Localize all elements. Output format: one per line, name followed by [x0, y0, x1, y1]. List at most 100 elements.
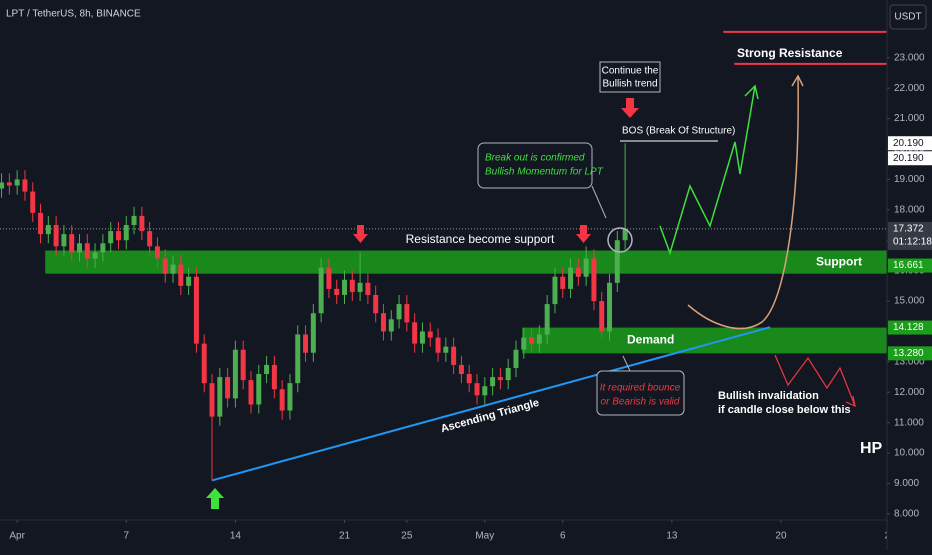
candle-body [84, 243, 90, 259]
candle-body [544, 304, 550, 335]
candle-body [505, 367, 511, 381]
up-arrow [206, 488, 224, 509]
candle-body [287, 383, 293, 411]
candle-body [427, 331, 433, 338]
candle-body [373, 294, 379, 314]
arrow-head [845, 395, 856, 408]
candle-body [614, 240, 620, 283]
annotation: or Bearish is valid [601, 397, 680, 408]
price-badge-label: 17.372 [893, 224, 924, 235]
callout-box [596, 370, 685, 416]
currency-button[interactable] [889, 4, 927, 30]
highlight [607, 227, 633, 253]
price-badge [888, 136, 932, 151]
y-tick-label: 21.000 [894, 113, 925, 124]
zone-label: Support [816, 254, 862, 268]
candle-body [529, 337, 535, 344]
y-tick-label: 9.000 [894, 478, 919, 489]
candle-body [419, 331, 425, 344]
price-badge [888, 151, 932, 166]
candle-body [591, 258, 597, 302]
pointer [622, 355, 631, 372]
candle-body [53, 225, 59, 247]
candle-body [560, 276, 566, 289]
candle-body [342, 279, 348, 295]
candle-body [622, 228, 628, 241]
candle-body [303, 334, 309, 353]
y-tick-label: 10.000 [894, 448, 925, 459]
annotation: Strong Resistance [737, 46, 843, 60]
candle-body [326, 267, 332, 289]
y-tick-label: 13.000 [894, 357, 925, 368]
candle-body [443, 346, 449, 353]
x-tick-label: 14 [230, 531, 242, 542]
candle-body [490, 377, 496, 387]
price-badge [888, 258, 932, 273]
candle-body [583, 258, 589, 277]
candle-body [201, 343, 207, 384]
candle-body [131, 215, 137, 226]
candle-body [607, 282, 613, 332]
candle-body [61, 234, 67, 247]
candle-body [77, 243, 82, 253]
callout-box [599, 61, 661, 93]
candle-body [466, 374, 472, 384]
countdown: 01:12:18 [893, 237, 932, 248]
candle-body [396, 304, 402, 320]
annotation: Bullish trend [602, 79, 657, 90]
candle-body [575, 267, 581, 277]
chart-title: LPT / TetherUS, 8h, BINANCE [6, 9, 141, 20]
candle-body [162, 258, 168, 274]
y-tick-label: 8.000 [894, 509, 919, 520]
candle-body [115, 231, 121, 241]
candle-body [365, 282, 371, 295]
candle-body [217, 377, 223, 417]
candle-body [256, 374, 262, 405]
candle-body [186, 276, 192, 286]
candle-body [474, 383, 480, 396]
annotation: if candle close below this [718, 404, 851, 416]
candle-body [92, 252, 98, 259]
y-tick-label: 22.000 [894, 83, 925, 94]
down-arrow [576, 225, 591, 243]
candle-body [248, 380, 254, 405]
annotation: HP [860, 440, 883, 457]
candle-body [38, 212, 44, 235]
candle-body [100, 243, 106, 253]
drawings: Continue the Bullish trend BOS (Break Of… [206, 46, 883, 509]
candle-body [271, 364, 277, 390]
candle-body [22, 179, 28, 192]
y-tick-label: 23.000 [894, 52, 925, 63]
candle-body [497, 377, 503, 381]
candle-body [388, 319, 394, 332]
price-badge-label: 13.280 [893, 348, 924, 359]
candle-body [209, 383, 215, 417]
y-tick-label: 15.000 [894, 296, 925, 307]
annotation: Resistance become support [406, 232, 555, 246]
annotation: It required bounce [600, 383, 681, 394]
zone [522, 327, 887, 354]
axis-panel [887, 0, 932, 550]
candle-body [178, 264, 184, 286]
x-tick-label: 25 [401, 531, 413, 542]
candle-body [435, 337, 441, 353]
zone-label: Demand [627, 333, 674, 347]
y-tick-label: 18.000 [894, 204, 925, 215]
candle-body [521, 337, 527, 350]
candle-body [225, 377, 231, 399]
x-tick-label: 7 [123, 531, 129, 542]
y-tick-label: 11.000 [894, 417, 924, 428]
pointer [591, 185, 607, 219]
y-tick-label: 19.000 [894, 174, 925, 185]
callout-box [477, 142, 593, 189]
candle-body [349, 279, 355, 292]
candle-body [279, 389, 285, 411]
candle-body [451, 346, 457, 365]
price-badge [888, 320, 932, 335]
trendline [211, 326, 771, 482]
candle-body [147, 231, 153, 247]
curve-path [687, 75, 799, 330]
x-tick-label: 6 [560, 531, 566, 542]
